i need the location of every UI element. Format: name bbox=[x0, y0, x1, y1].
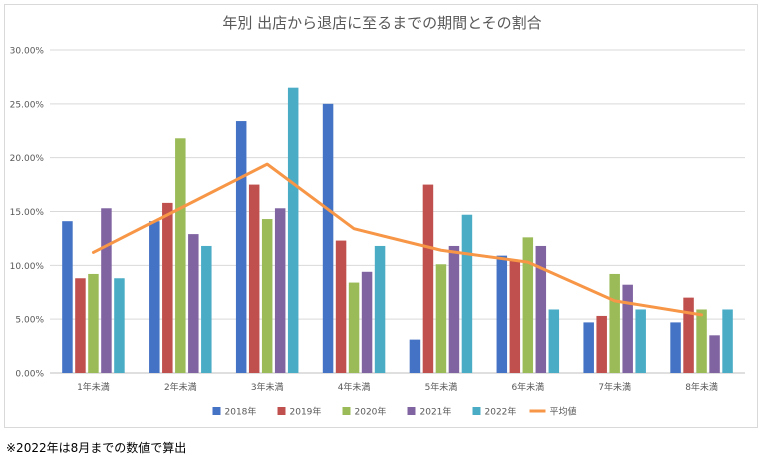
legend-label: 2022年 bbox=[485, 406, 517, 418]
legend-label: 平均値 bbox=[550, 406, 577, 418]
bar bbox=[422, 184, 434, 373]
bar bbox=[583, 322, 594, 373]
y-axis-ticks: 0.00% 5.00% 10.00% 15.00% 20.00% 25.00% 30.00% bbox=[10, 47, 45, 380]
legend-label: 2019年 bbox=[290, 406, 322, 418]
chart: 年別 出店から退店に至るまでの期間とその割合 0.00% 5.00% 10.00% 1… bbox=[10, 14, 745, 418]
bar bbox=[348, 282, 360, 373]
bar bbox=[261, 219, 273, 373]
y-tick-label: 10.00% bbox=[10, 262, 45, 272]
y-tick-label: 5.00% bbox=[15, 316, 44, 326]
average-line bbox=[91, 162, 704, 317]
bar bbox=[287, 87, 299, 373]
line-series-average bbox=[91, 162, 704, 317]
x-tick-label: 5年未満 bbox=[425, 381, 458, 393]
bar bbox=[201, 245, 212, 373]
bar bbox=[114, 278, 125, 373]
x-tick-label: 3年未満 bbox=[251, 381, 284, 393]
x-tick-label: 2年未満 bbox=[164, 381, 197, 393]
bar bbox=[622, 284, 633, 373]
bar bbox=[722, 309, 733, 373]
bar bbox=[101, 208, 112, 373]
legend-swatch bbox=[472, 407, 481, 415]
y-tick-label: 25.00% bbox=[10, 100, 45, 110]
legend-label: 2021年 bbox=[420, 406, 452, 418]
chart-title: 年別 出店から退店に至るまでの期間とその割合 bbox=[222, 14, 541, 32]
x-tick-label: 8年未満 bbox=[685, 381, 718, 393]
bar bbox=[409, 339, 421, 373]
bars bbox=[62, 87, 733, 373]
y-tick-label: 30.00% bbox=[10, 47, 45, 57]
bar bbox=[322, 103, 334, 373]
y-tick-label: 20.00% bbox=[10, 154, 45, 164]
bar bbox=[88, 273, 99, 373]
x-tick-label: 7年未満 bbox=[598, 381, 631, 393]
legend: 2018年 2019年 2020年 2021年 2022年 平均値 bbox=[212, 406, 577, 418]
x-axis-ticks: 1年未満 2年未満 3年未満 4年未満 5年未満 6年未満 7年未満 8年未満 bbox=[77, 381, 718, 393]
bar bbox=[361, 271, 373, 373]
bar bbox=[548, 309, 560, 373]
bar bbox=[596, 315, 607, 373]
y-tick-label: 0.00% bbox=[15, 370, 44, 380]
bar bbox=[635, 309, 646, 373]
bar bbox=[274, 208, 286, 373]
bar bbox=[448, 245, 460, 373]
bar bbox=[435, 264, 447, 373]
y-tick-label: 15.00% bbox=[10, 208, 45, 218]
legend-swatch bbox=[212, 407, 221, 415]
bar bbox=[75, 278, 86, 373]
bar bbox=[522, 237, 534, 373]
bar bbox=[535, 245, 547, 373]
bar bbox=[235, 121, 247, 373]
bar bbox=[149, 221, 160, 373]
legend-swatch bbox=[342, 407, 351, 415]
legend-swatch bbox=[407, 407, 416, 415]
bar bbox=[461, 214, 473, 373]
bar bbox=[335, 240, 347, 373]
bar bbox=[696, 309, 707, 373]
bar bbox=[62, 221, 73, 373]
x-tick-label: 4年未満 bbox=[338, 381, 371, 393]
bar bbox=[188, 234, 199, 373]
footnote: ※2022年は8月までの数値で算出 bbox=[6, 441, 187, 455]
bar bbox=[709, 335, 720, 373]
bar bbox=[683, 297, 694, 373]
bar bbox=[162, 202, 173, 373]
legend-label: 2020年 bbox=[355, 406, 387, 418]
bar bbox=[609, 273, 620, 373]
legend-swatch bbox=[277, 407, 286, 415]
x-tick-label: 1年未満 bbox=[77, 381, 110, 393]
x-tick-label: 6年未満 bbox=[511, 381, 544, 393]
legend-label: 2018年 bbox=[225, 406, 257, 418]
bar bbox=[670, 322, 681, 373]
bar bbox=[248, 184, 260, 373]
bar bbox=[175, 138, 186, 373]
bar bbox=[496, 255, 508, 373]
bar bbox=[374, 245, 386, 373]
bar bbox=[509, 259, 521, 373]
